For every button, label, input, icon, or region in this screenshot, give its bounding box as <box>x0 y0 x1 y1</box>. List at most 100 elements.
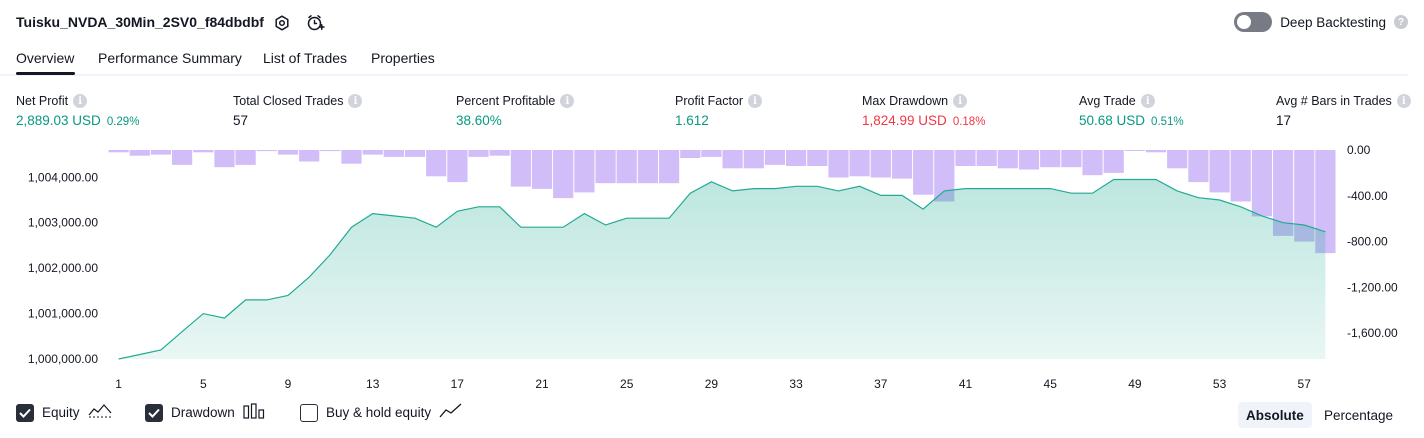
tab-performance-summary[interactable]: Performance Summary <box>98 50 242 66</box>
drawdown-bar <box>1082 150 1103 176</box>
stat-percent-profitable: Percent Profitable i 38.60% <box>456 94 575 128</box>
tab-overview[interactable]: Overview <box>16 50 75 66</box>
stat-value-text: 1,824.99 USD <box>862 113 947 128</box>
drawdown-bar <box>722 150 743 169</box>
buy-hold-checkbox-label: Buy & hold equity <box>326 405 432 420</box>
left-axis-tick-label: 1,003,000.00 <box>28 216 98 230</box>
stat-avg-trade: Avg Trade i 50.68 USD 0.51% <box>1079 94 1184 128</box>
deep-backtesting-label: Deep Backtesting <box>1280 14 1386 30</box>
info-icon[interactable]: i <box>953 94 968 108</box>
deep-backtesting-toggle[interactable] <box>1234 12 1273 32</box>
stat-value-text: 38.60% <box>456 113 502 128</box>
drawdown-bar <box>1273 150 1294 236</box>
x-axis-tick-label: 17 <box>451 377 465 391</box>
stat-label-text: Net Profit <box>16 94 69 108</box>
equity-drawdown-chart[interactable]: 1,000,000.00 1,001,000.00 1,002,000.00 1,00… <box>0 140 1424 395</box>
buy-hold-checkbox[interactable] <box>300 403 318 422</box>
buy-hold-line-icon <box>439 403 463 422</box>
info-icon[interactable]: i <box>73 94 88 108</box>
drawdown-bar <box>955 150 976 166</box>
stat-profit-factor: Profit Factor i 1.612 <box>675 94 763 128</box>
drawdown-checkbox-label: Drawdown <box>171 405 235 420</box>
x-axis-tick-label: 45 <box>1044 377 1058 391</box>
equity-area <box>118 179 1326 359</box>
stat-label-text: Percent Profitable <box>456 94 556 108</box>
info-icon[interactable]: i <box>348 94 363 108</box>
left-axis-tick-label: 1,004,000.00 <box>28 170 98 184</box>
equity-checkbox[interactable] <box>16 403 34 422</box>
drawdown-bar <box>129 150 150 156</box>
drawdown-bar <box>447 150 468 183</box>
drawdown-bar <box>277 150 299 155</box>
drawdown-bar <box>193 150 214 153</box>
settings-icon[interactable] <box>272 13 292 33</box>
absolute-mode-button[interactable]: Absolute <box>1238 402 1312 428</box>
info-icon[interactable]: i <box>560 94 575 108</box>
drawdown-bar <box>341 150 362 164</box>
drawdown-bar <box>595 150 616 184</box>
help-icon[interactable]: ? <box>1394 15 1408 29</box>
drawdown-bar <box>997 150 1018 169</box>
buy-hold-checkbox-item[interactable]: Buy & hold equity <box>300 403 463 422</box>
drawdown-bar <box>1167 150 1188 169</box>
stat-label: Total Closed Trades i <box>233 94 363 108</box>
drawdown-bar <box>1294 150 1315 242</box>
left-axis-tick-label: 1,001,000.00 <box>28 307 98 321</box>
stat-value-text: 17 <box>1276 113 1292 128</box>
stat-value-text: 2,889.03 USD <box>16 113 101 128</box>
drawdown-bar <box>659 150 680 184</box>
stat-value: 57 <box>233 113 362 128</box>
info-icon[interactable]: i <box>748 94 763 108</box>
toggle-knob <box>1237 15 1252 29</box>
add-alert-icon[interactable] <box>305 13 325 33</box>
drawdown-bar <box>383 150 404 157</box>
left-axis-ticks: 1,000,000.00 1,001,000.00 1,002,000.00 1,00… <box>28 170 98 366</box>
report-tabs: Overview Performance Summary List of Tra… <box>0 46 1408 76</box>
drawdown-bar <box>1040 150 1061 168</box>
stat-value: 17 <box>1276 113 1411 128</box>
x-axis-tick-label: 37 <box>874 377 888 391</box>
stat-value: 1,824.99 USD 0.18% <box>862 113 985 128</box>
drawdown-bar <box>320 150 341 152</box>
drawdown-bar <box>150 150 171 155</box>
stat-label: Max Drawdown i <box>862 94 985 108</box>
drawdown-bar <box>976 150 997 166</box>
x-axis-tick-label: 49 <box>1128 377 1142 391</box>
deep-backtesting-control: Deep Backtesting ? <box>1234 12 1408 32</box>
drawdown-bar <box>1188 150 1209 183</box>
stat-percent: 0.18% <box>952 116 986 128</box>
strategy-title: Tuisku_NVDA_30Min_2SV0_f84dbdbf <box>16 14 264 30</box>
stat-label-text: Total Closed Trades <box>233 94 344 108</box>
drawdown-bar <box>807 150 828 166</box>
equity-checkbox-item[interactable]: Equity <box>16 403 112 422</box>
percentage-mode-button[interactable]: Percentage <box>1324 407 1394 423</box>
info-icon[interactable]: i <box>1396 94 1411 108</box>
drawdown-bar <box>1018 150 1040 170</box>
drawdown-bar <box>1230 150 1251 202</box>
drawdown-bar <box>468 150 489 157</box>
x-axis-tick-label: 41 <box>959 377 973 391</box>
left-axis-tick-label: 1,002,000.00 <box>28 261 98 275</box>
strategy-header: Tuisku_NVDA_30Min_2SV0_f84dbdbf Deep Bac… <box>0 0 1424 46</box>
drawdown-checkbox-item[interactable]: Drawdown <box>145 403 265 422</box>
x-axis-tick-label: 5 <box>200 377 207 391</box>
drawdown-bar <box>172 150 193 165</box>
stat-label-text: Max Drawdown <box>862 94 949 108</box>
x-axis-tick-label: 25 <box>620 377 634 391</box>
tab-properties[interactable]: Properties <box>371 50 435 66</box>
drawdown-bar <box>701 150 722 157</box>
drawdown-bar <box>1145 150 1167 153</box>
drawdown-bar <box>1209 150 1230 193</box>
drawdown-bar <box>1103 150 1124 173</box>
drawdown-bar <box>1251 150 1272 217</box>
x-axis-ticks: 1 5 9 13 17 21 25 29 33 37 41 45 49 53 57 <box>115 377 1311 391</box>
stat-label: Avg # Bars in Trades i <box>1276 94 1411 108</box>
drawdown-bar <box>404 150 426 157</box>
info-icon[interactable]: i <box>1140 94 1155 108</box>
drawdown-checkbox[interactable] <box>145 403 163 422</box>
drawdown-bar <box>531 150 553 189</box>
tab-list-of-trades[interactable]: List of Trades <box>263 50 348 66</box>
chart-footer: Equity Drawdown Buy & hold equity Absolu… <box>0 398 1424 432</box>
drawdown-bar <box>235 150 256 165</box>
stat-label: Avg Trade i <box>1079 94 1184 108</box>
